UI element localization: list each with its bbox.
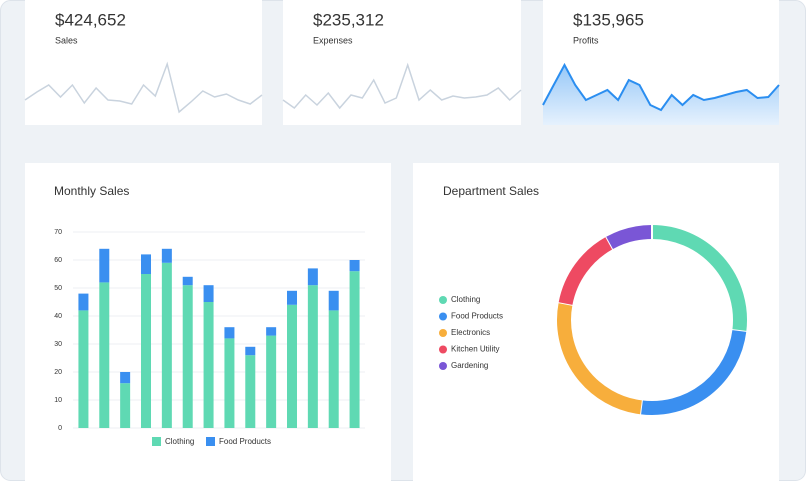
bar-segment — [245, 346, 256, 356]
bar-segment — [161, 262, 172, 428]
y-tick-label: 0 — [58, 425, 62, 432]
bar-segment — [287, 290, 297, 305]
bar-segment — [203, 285, 214, 302]
legend-dot — [439, 345, 447, 354]
bar-segment — [328, 290, 339, 311]
donut-segment — [606, 225, 653, 250]
legend-label: Clothing — [165, 437, 194, 446]
legend-label: Gardening — [451, 361, 488, 370]
card-label: Sales — [55, 35, 78, 45]
bar-segment — [120, 383, 131, 428]
sparkline — [542, 62, 780, 112]
card-label: Profits — [573, 35, 599, 45]
donut-segment — [558, 236, 614, 306]
card-value: $135,965 — [573, 10, 644, 29]
donut-segment — [640, 329, 747, 415]
bar-segment — [161, 248, 172, 263]
legend-dot — [439, 296, 447, 304]
bar-segment — [141, 274, 151, 428]
bar-segment — [224, 338, 235, 428]
bar-segment — [120, 372, 131, 384]
card — [413, 163, 779, 481]
segment-gap — [638, 393, 644, 422]
legend-label: Kitchen Utility — [451, 345, 499, 354]
sparkline — [24, 61, 263, 114]
bar-segment — [203, 302, 214, 428]
legend-label: Electronics — [451, 328, 490, 337]
bar-segment — [99, 282, 110, 428]
bar-segment — [245, 355, 256, 428]
legend-dot — [439, 329, 447, 337]
bar-segment — [266, 335, 277, 428]
legend-label: Clothing — [451, 295, 480, 304]
legend-label: Food Products — [219, 437, 271, 446]
legend-swatch — [206, 437, 215, 446]
segment-gap — [725, 328, 754, 334]
bar-segment — [307, 268, 318, 286]
bar-segment — [349, 260, 360, 272]
bar-segment — [349, 271, 360, 428]
bar-segment — [99, 248, 110, 283]
bar-segment — [182, 285, 193, 428]
y-tick-label: 50 — [54, 285, 62, 292]
bar-segment — [224, 327, 235, 339]
y-tick-label: 20 — [54, 369, 62, 376]
legend-label: Food Products — [451, 312, 503, 321]
bar-segment — [328, 310, 339, 428]
card-value: $235,312 — [313, 10, 384, 29]
bar-segment — [182, 276, 193, 286]
donut-segment — [651, 225, 747, 332]
chart-title: Monthly Sales — [54, 184, 129, 198]
sparkline — [282, 62, 522, 110]
bar-segment — [287, 304, 297, 428]
y-tick-label: 30 — [54, 341, 62, 348]
bar-segment — [141, 254, 151, 274]
legend-swatch — [152, 437, 161, 446]
bar-segment — [78, 310, 89, 428]
chart-title: Department Sales — [443, 184, 539, 198]
bar-segment — [78, 293, 89, 311]
legend-dot — [439, 362, 447, 370]
card-label: Expenses — [313, 35, 353, 45]
y-tick-label: 10 — [54, 397, 62, 404]
bar-segment — [307, 285, 318, 428]
y-tick-label: 70 — [54, 229, 62, 236]
card-value: $424,652 — [55, 10, 126, 29]
segment-gap — [551, 299, 580, 308]
area — [543, 65, 779, 125]
bar-segment — [266, 327, 277, 336]
y-tick-label: 60 — [54, 257, 62, 264]
legend-dot — [439, 312, 447, 321]
card — [283, 0, 521, 125]
donut-segment — [557, 302, 643, 415]
y-tick-label: 40 — [54, 313, 62, 320]
card — [25, 0, 262, 125]
segment-gap — [601, 230, 618, 256]
